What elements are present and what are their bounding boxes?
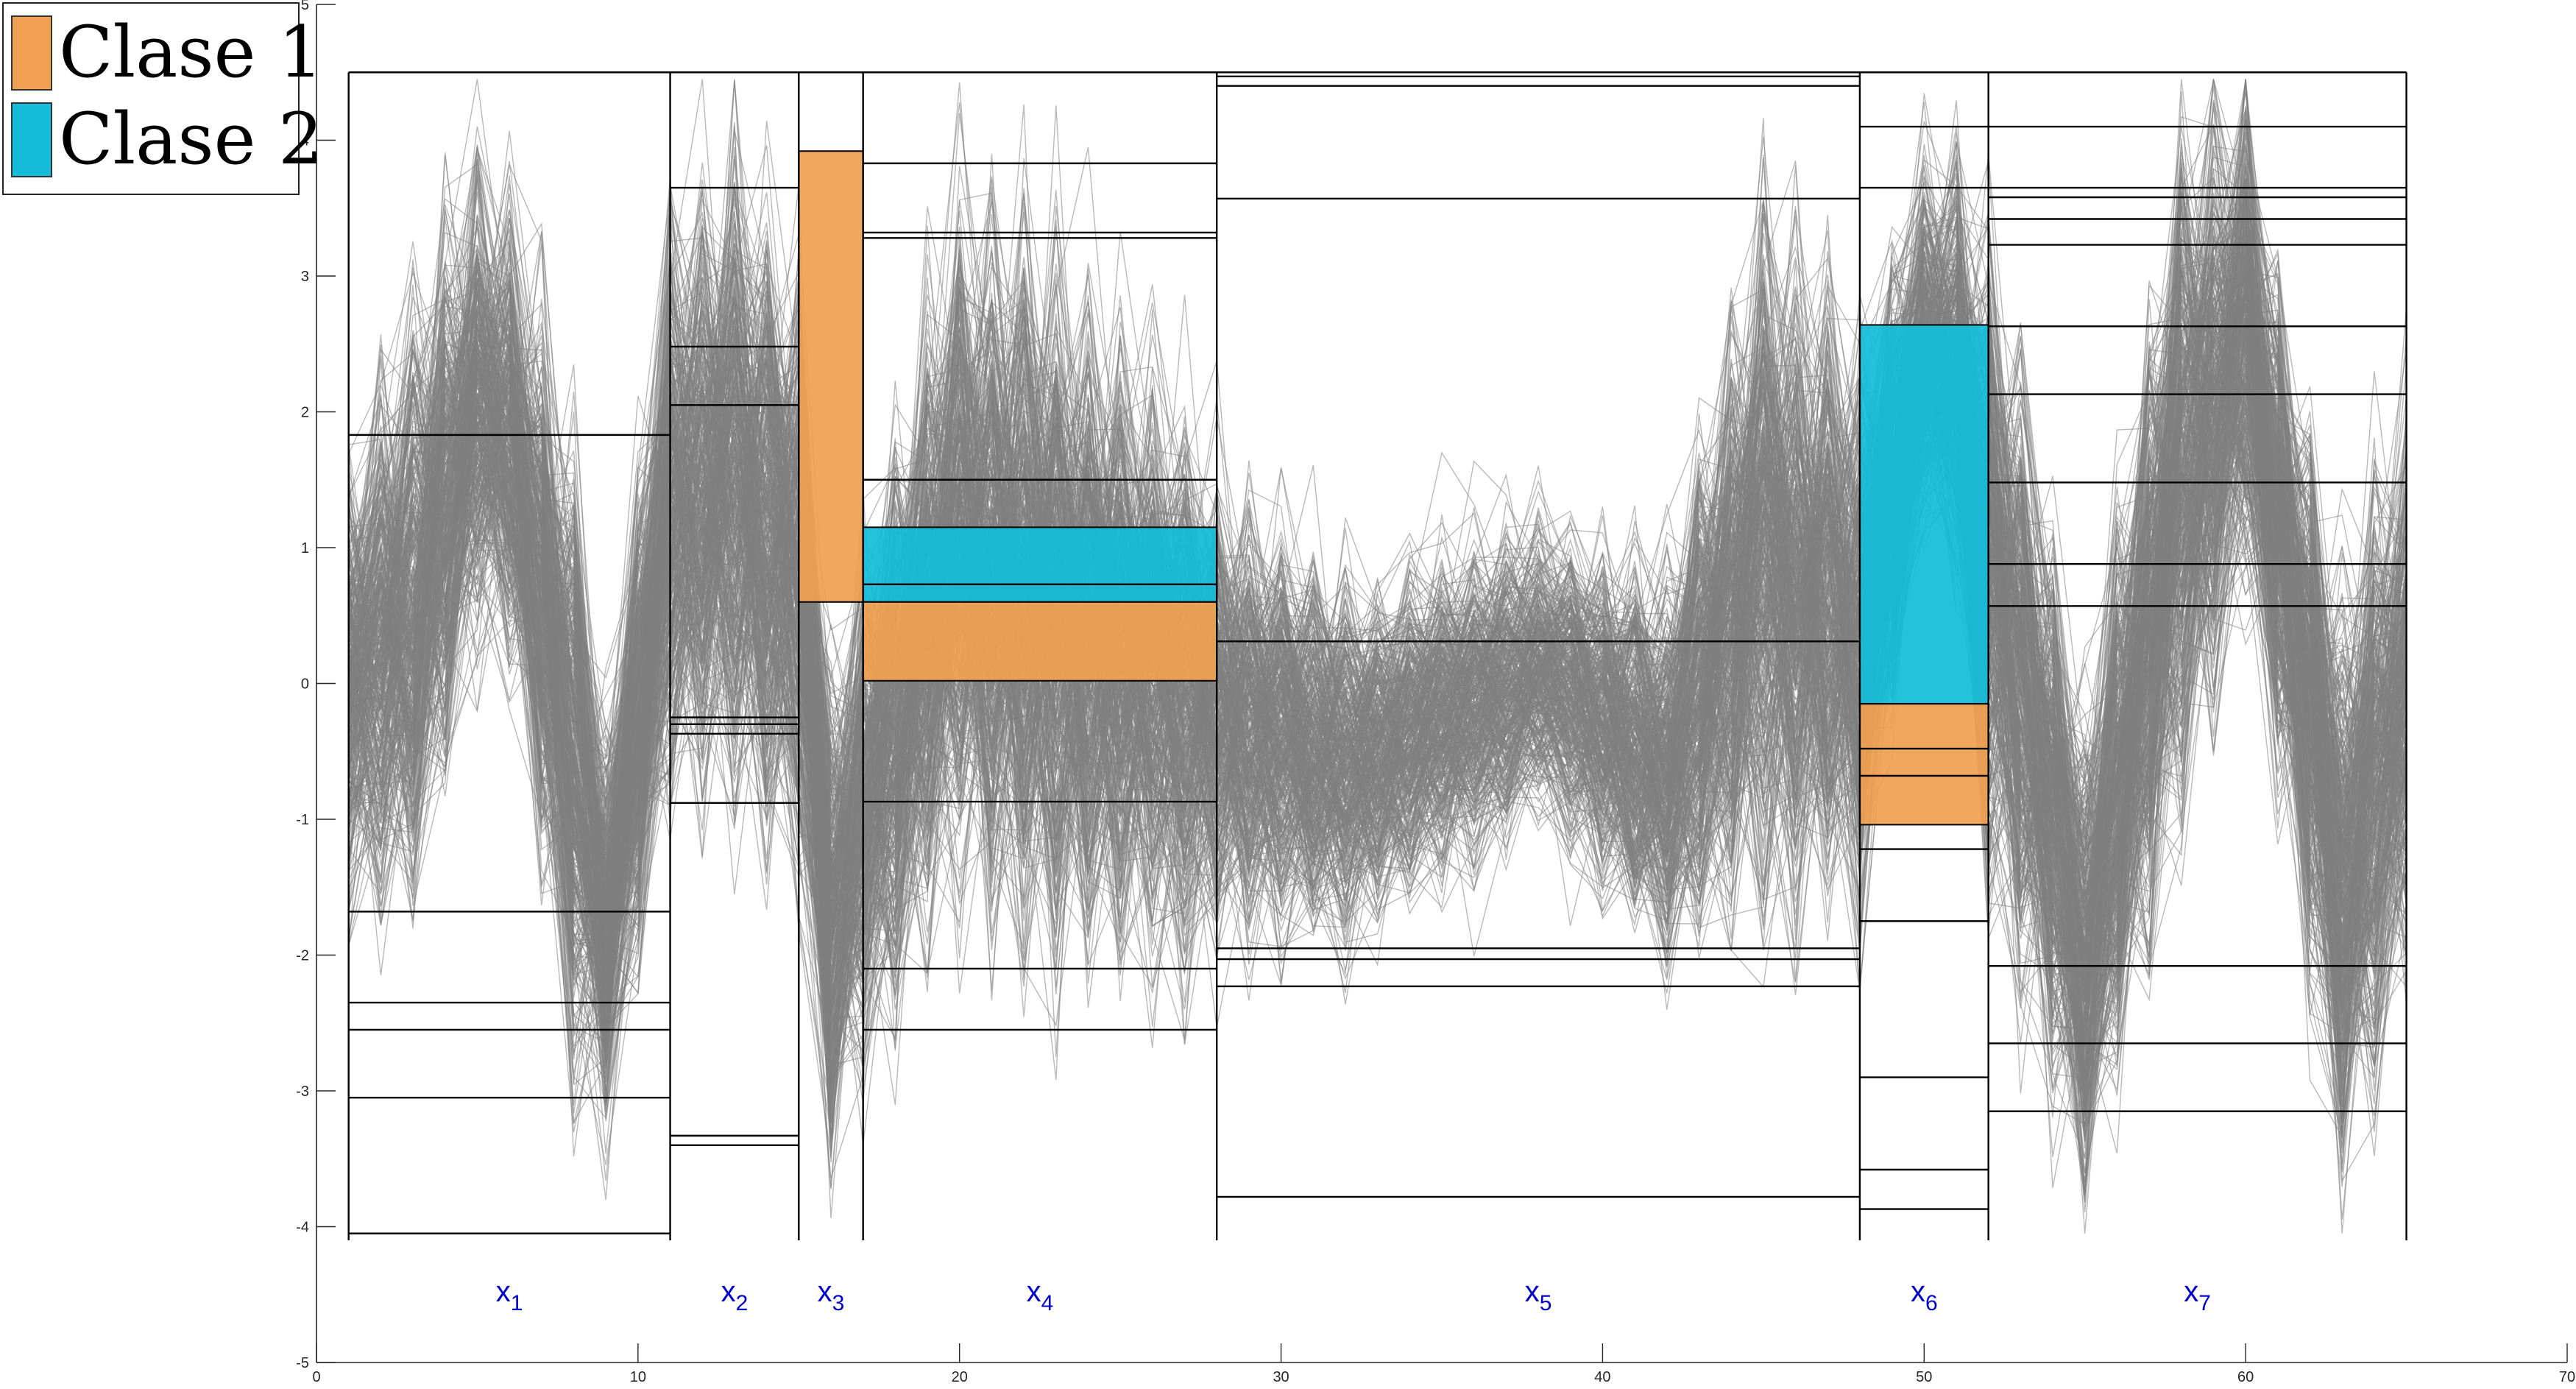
class-region [1858,703,1989,826]
class-regions [798,150,1989,826]
data-line [348,347,2407,1173]
y-tick-label: -4 [296,1220,309,1236]
legend-label: Clase 2 [59,98,323,180]
data-line [348,179,2407,927]
y-tick-label: 2 [301,405,309,421]
data-line [348,230,2407,1009]
variable-label: x7 [2184,1276,2211,1315]
plot-frame [347,71,2407,1240]
data-line [348,204,2407,1153]
variable-label: x2 [721,1276,749,1315]
y-tick-label: 1 [301,540,309,556]
y-tick-label: -1 [296,812,309,828]
class-region [798,150,864,603]
data-line [348,284,2407,1049]
x-tick-label: 10 [630,1369,646,1385]
data-line [348,211,2407,1137]
variable-label: x6 [1911,1276,1938,1315]
class-region [862,601,1218,682]
data-line [348,313,2407,1067]
y-tick-label: -3 [296,1084,309,1100]
threshold-lines [348,75,2407,1234]
variable-label: x5 [1525,1276,1552,1315]
legend-swatch [11,102,52,177]
data-line [348,191,2407,1013]
variable-label: x3 [818,1276,845,1315]
x-tick-label: 70 [2559,1369,2575,1385]
class-region [862,526,1218,603]
class-region [1858,324,1989,705]
data-line [348,238,2407,1117]
x-tick-label: 30 [1273,1369,1289,1385]
y-tick-label: 0 [301,676,309,693]
data-line [348,205,2407,1078]
variable-label: x4 [1027,1276,1054,1315]
x-tick-label: 20 [952,1369,968,1385]
y-tick-label: 3 [301,269,309,285]
y-tick-label: -5 [296,1355,309,1371]
data-line [348,160,2407,1084]
data-line [348,82,2407,886]
data-line [348,313,2407,1100]
variable-labels: x1 x2 x3 x4 x5 x6 x7 [496,1276,2211,1315]
data-line [348,363,2407,1105]
data-line [348,270,2407,1102]
y-tick-label: -2 [296,948,309,964]
data-line [348,225,2407,1099]
data-line [348,310,2407,1109]
x-tick-label: 50 [1916,1369,1932,1385]
legend-label: Clase 1 [59,11,323,93]
x-tick-label: 40 [1594,1369,1610,1385]
variable-label: x1 [496,1276,523,1315]
data-line [348,233,2407,1112]
data-line [348,263,2407,1036]
y-tick-label: 4 [301,133,309,149]
data-line [348,163,2407,958]
data-line [348,119,2407,992]
x-tick-label: 60 [2237,1369,2254,1385]
data-line [348,185,2407,956]
data-line [348,286,2407,1123]
x-tick-label: 0 [312,1369,320,1385]
data-line [348,161,2407,1049]
data-line [348,199,2407,1219]
data-line [348,166,2407,1079]
legend-swatch [11,15,52,91]
y-tick-label: 5 [301,0,309,13]
data-line [348,260,2407,1032]
data-lines [348,79,2407,1234]
